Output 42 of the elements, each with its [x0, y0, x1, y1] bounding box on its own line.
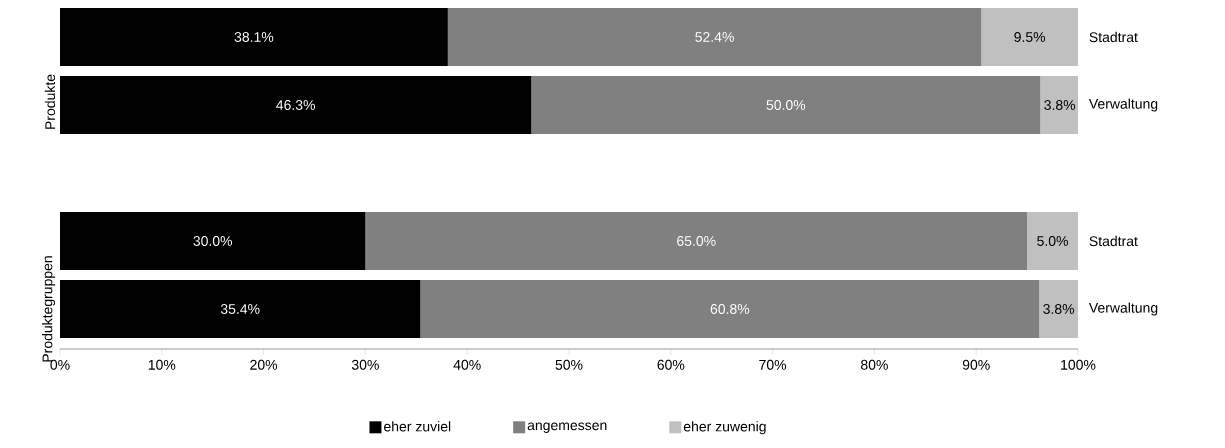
bar [365, 212, 1028, 270]
bar [60, 212, 366, 270]
bar [447, 8, 982, 66]
x-tick-label: 30% [351, 359, 379, 370]
data-label: 30.0% [193, 236, 233, 246]
y-tick-label: Stadtrat [1089, 31, 1138, 43]
data-label: 52.4% [695, 32, 734, 42]
y-tick-label: Verwaltung [1088, 98, 1158, 112]
bar [981, 8, 1078, 66]
x-tick-label: 80% [861, 359, 888, 370]
bar [1040, 76, 1078, 134]
legend-label: eher zuwenig [683, 421, 766, 435]
bar [420, 280, 1040, 338]
x-tick-label: 10% [148, 359, 176, 370]
data-label: 9.5% [1014, 32, 1046, 42]
data-label: 46.3% [276, 100, 316, 110]
bar [1039, 280, 1078, 338]
bar [60, 76, 532, 134]
legend-label: angemessen [527, 422, 607, 433]
y-axis-title: Produkte [44, 74, 56, 129]
x-tick-label: 40% [453, 359, 481, 370]
data-label: 3.8% [1043, 304, 1075, 314]
x-tick-label: 100% [1061, 359, 1096, 370]
x-tick-label: 20% [250, 359, 278, 370]
data-label: 38.1% [234, 32, 274, 42]
bar [60, 8, 448, 66]
data-label: 5.0% [1037, 236, 1069, 246]
x-tick-label: 50% [555, 359, 583, 370]
data-label: 35.4% [220, 304, 260, 314]
data-label: 50.0% [766, 100, 806, 110]
x-tick-label: 90% [962, 359, 990, 370]
y-tick-label: Verwaltung [1088, 302, 1158, 316]
bar [531, 76, 1041, 134]
data-label: 3.8% [1044, 100, 1076, 110]
legend-label: eher zuviel [384, 421, 451, 432]
x-tick-label: 60% [657, 359, 685, 370]
x-tick-label: 70% [759, 359, 787, 370]
bar [60, 280, 421, 338]
data-label: 65.0% [677, 236, 716, 246]
y-tick-label: Stadtrat [1089, 235, 1138, 247]
bar [1027, 212, 1078, 270]
data-label: 60.8% [710, 304, 750, 314]
